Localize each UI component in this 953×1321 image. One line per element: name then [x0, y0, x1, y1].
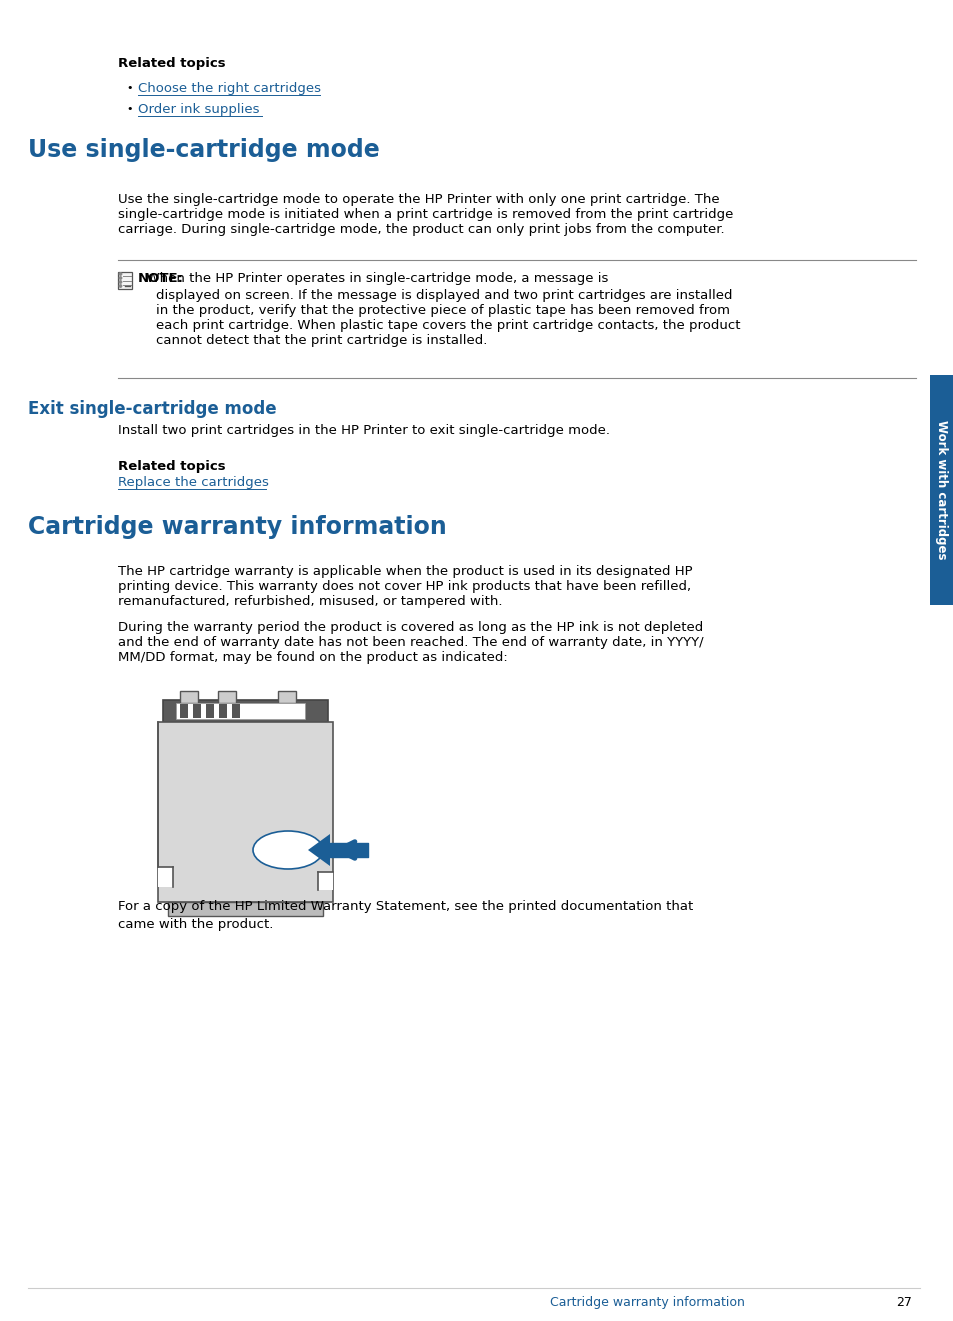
Text: Cartridge warranty information: Cartridge warranty information	[550, 1296, 744, 1309]
FancyBboxPatch shape	[158, 723, 333, 902]
Circle shape	[119, 281, 122, 283]
Text: Cartridge warranty information: Cartridge warranty information	[28, 515, 446, 539]
Bar	[232, 704, 240, 719]
Text: •: •	[126, 83, 132, 92]
Text: Order ink supplies: Order ink supplies	[138, 103, 259, 116]
Text: The HP cartridge warranty is applicable when the product is used in its designat: The HP cartridge warranty is applicable …	[118, 565, 692, 608]
Text: displayed on screen. If the message is displayed and two print cartridges are in: displayed on screen. If the message is d…	[156, 289, 740, 347]
Text: •: •	[126, 104, 132, 114]
FancyBboxPatch shape	[163, 700, 328, 723]
Text: During the warranty period the product is covered as long as the HP ink is not d: During the warranty period the product i…	[118, 621, 703, 664]
Text: NOTE:: NOTE:	[138, 272, 184, 285]
Text: came with the product.: came with the product.	[118, 918, 274, 931]
Text: Install two print cartridges in the HP Printer to exit single-cartridge mode.: Install two print cartridges in the HP P…	[118, 424, 609, 437]
Circle shape	[119, 285, 122, 287]
Text: xxxx/xx/xx: xxxx/xx/xx	[260, 838, 301, 847]
FancyBboxPatch shape	[158, 867, 172, 886]
Text: 27: 27	[895, 1296, 911, 1309]
FancyBboxPatch shape	[218, 691, 235, 703]
Circle shape	[119, 273, 122, 275]
Bar	[219, 704, 227, 719]
Text: Work with cartridges: Work with cartridges	[935, 420, 947, 560]
Text: Choose the right cartridges: Choose the right cartridges	[138, 82, 320, 95]
Text: Exit single-cartridge mode: Exit single-cartridge mode	[28, 400, 276, 417]
Text: Replace the cartridges: Replace the cartridges	[118, 476, 269, 489]
Ellipse shape	[253, 831, 323, 869]
FancyBboxPatch shape	[277, 691, 295, 703]
Text: Use single-cartridge mode: Use single-cartridge mode	[28, 137, 379, 162]
FancyArrowPatch shape	[338, 841, 365, 859]
Polygon shape	[308, 834, 330, 867]
Text: Use the single-cartridge mode to operate the HP Printer with only one print cart: Use the single-cartridge mode to operate…	[118, 193, 733, 236]
Text: For a copy of the HP Limited Warranty Statement, see the printed documentation t: For a copy of the HP Limited Warranty St…	[118, 900, 693, 913]
Bar	[180, 704, 188, 719]
FancyBboxPatch shape	[180, 691, 198, 703]
Text: Related topics: Related topics	[118, 57, 226, 70]
FancyBboxPatch shape	[118, 272, 132, 289]
Bar	[206, 704, 213, 719]
Text: xxxxxxxxx: xxxxxxxxx	[263, 849, 303, 859]
FancyBboxPatch shape	[317, 872, 333, 890]
Circle shape	[119, 277, 122, 279]
Bar	[193, 704, 201, 719]
FancyBboxPatch shape	[175, 703, 305, 719]
Bar	[929, 375, 953, 605]
Text: When the HP Printer operates in single-cartridge mode, a message is: When the HP Printer operates in single-c…	[138, 272, 608, 285]
Text: Related topics: Related topics	[118, 460, 226, 473]
FancyBboxPatch shape	[168, 902, 323, 915]
